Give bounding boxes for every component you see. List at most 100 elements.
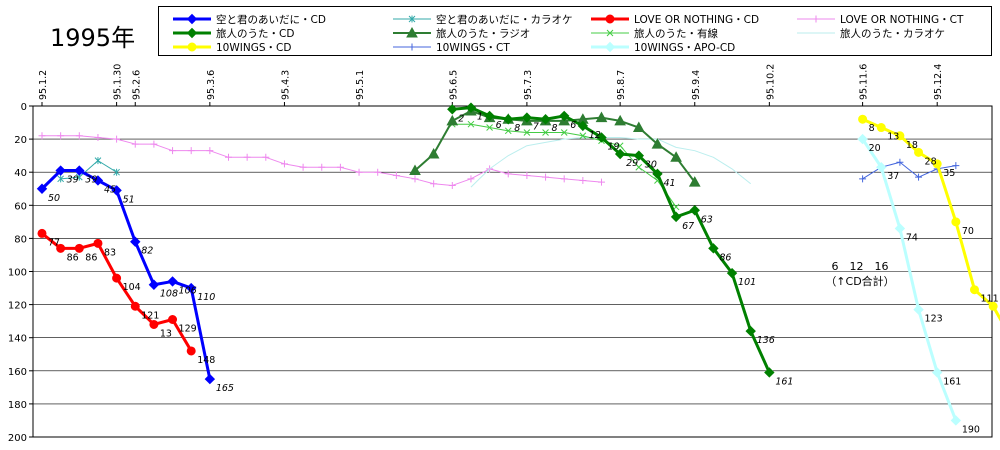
y-tick-label: 200 — [8, 433, 27, 444]
data-point — [74, 165, 85, 176]
data-point — [604, 41, 616, 53]
series-0 — [36, 165, 216, 385]
data-point — [374, 168, 382, 176]
data-point — [131, 140, 139, 148]
data-point — [812, 15, 820, 23]
data-point — [876, 123, 886, 133]
legend-label: LOVE OR NOTHING・CD — [634, 13, 760, 26]
annotation-line-1: 6 12 16 — [831, 260, 889, 273]
data-label: 39 — [85, 175, 97, 186]
data-point — [579, 132, 587, 140]
data-point — [558, 110, 570, 122]
data-point — [94, 133, 102, 141]
data-point — [408, 15, 416, 23]
data-point — [523, 129, 531, 136]
data-point — [427, 147, 440, 159]
data-label: 39 — [67, 175, 79, 186]
data-label: 86 — [67, 252, 79, 263]
data-point — [262, 153, 270, 161]
data-point — [614, 148, 626, 160]
data-point — [503, 114, 514, 125]
data-point — [859, 175, 867, 183]
data-point — [280, 160, 288, 168]
data-label: 6 — [496, 120, 502, 131]
annotation-line-2: （↑CD合計） — [825, 275, 895, 288]
data-point — [406, 27, 418, 38]
data-label: 70 — [962, 226, 974, 237]
data-point — [895, 131, 905, 141]
data-point — [542, 129, 549, 136]
data-point — [204, 373, 216, 385]
y-tick-label: 100 — [8, 268, 27, 279]
series-1 — [57, 157, 120, 183]
data-label: 161 — [775, 376, 793, 387]
data-point — [318, 163, 326, 171]
data-point — [186, 13, 198, 25]
data-label: 13 — [887, 132, 899, 143]
data-point — [708, 243, 719, 254]
data-point — [745, 325, 756, 337]
data-point — [243, 153, 251, 161]
data-point — [57, 175, 65, 183]
data-point — [988, 301, 998, 311]
data-point — [186, 346, 196, 356]
y-tick-label: 120 — [8, 301, 27, 312]
data-point — [614, 114, 626, 126]
data-point — [206, 147, 214, 155]
data-point — [484, 110, 495, 122]
data-point — [542, 173, 550, 181]
legend-label: 10WINGS・APO-CD — [634, 41, 736, 54]
data-point — [55, 165, 66, 176]
series-10 — [857, 133, 962, 426]
legend-item: 10WINGS・CD — [171, 39, 291, 55]
data-label: 77 — [48, 237, 60, 248]
x-tick-label: 95.8.7 — [616, 70, 627, 100]
legend-swatch — [173, 42, 211, 52]
y-tick-label: 40 — [14, 168, 27, 179]
x-tick-label: 95.11.6 — [859, 64, 870, 100]
data-point — [504, 127, 512, 135]
data-point — [932, 159, 942, 169]
data-point — [894, 223, 906, 234]
chart-title: 1995年 — [50, 24, 136, 52]
data-point — [355, 168, 363, 176]
data-label: 50 — [48, 193, 60, 204]
data-label: 8 — [514, 123, 520, 134]
legend-label: 10WINGS・CD — [216, 41, 292, 54]
data-label: 83 — [104, 247, 116, 258]
data-point — [447, 104, 458, 115]
y-tick-label: 60 — [14, 201, 27, 212]
y-tick-label: 0 — [21, 102, 27, 113]
data-point — [113, 135, 121, 143]
legend-item: 旅人のうた・有線 — [589, 25, 718, 41]
legend-swatch — [797, 15, 835, 23]
data-point — [467, 175, 475, 183]
data-label: 111 — [981, 294, 999, 305]
y-tick-label: 160 — [8, 367, 27, 378]
x-tick-label: 95.5.1 — [355, 70, 366, 100]
data-point — [446, 114, 459, 126]
data-point — [726, 267, 738, 279]
data-label: 165 — [216, 383, 234, 394]
data-label: 110 — [197, 292, 215, 303]
data-point — [94, 157, 102, 165]
legend-label: 旅人のうた・CD — [216, 27, 295, 40]
data-label: 13 — [160, 328, 172, 339]
data-point — [57, 132, 65, 140]
data-point — [150, 140, 158, 148]
data-point — [465, 102, 477, 113]
data-point — [111, 185, 122, 196]
data-label: 161 — [943, 376, 961, 387]
data-point — [38, 132, 46, 140]
data-point — [74, 243, 84, 253]
data-label: 67 — [682, 221, 694, 232]
x-tick-label: 95.9.4 — [691, 70, 702, 100]
legend-item: 空と君のあいだに・カラオケ — [391, 11, 573, 27]
data-point — [409, 164, 421, 176]
data-point — [504, 170, 512, 178]
legend-label: 旅人のうた・ラジオ — [436, 27, 531, 40]
legend: 空と君のあいだに・CD 空と君のあいだに・カラオケ LOVE OR NOTHING・… — [158, 6, 992, 56]
legend-item: LOVE OR NOTHING・CT — [795, 11, 963, 27]
series-line — [414, 109, 696, 183]
x-tick-label: 95.1.30 — [113, 64, 124, 100]
